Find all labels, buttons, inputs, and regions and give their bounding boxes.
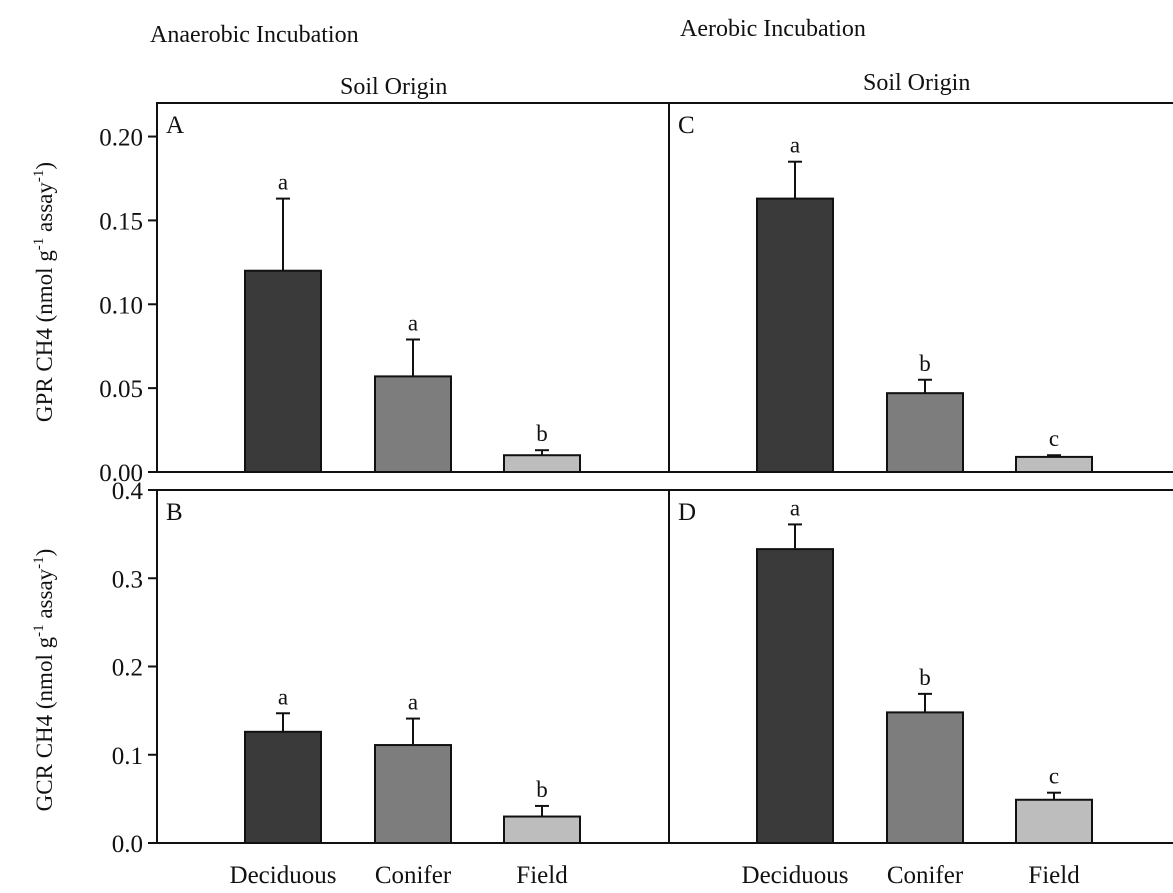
panel-d-xtick-label-deciduous: Deciduous [742, 862, 849, 889]
panel-d-bar-conifer [886, 711, 964, 845]
panel-b-ytick-label: 0.1 [112, 743, 143, 770]
panel-b-ytick-label: 0.4 [112, 478, 144, 505]
panel-a-sig-letter-deciduous: a [278, 170, 288, 195]
panel-c-letter: C [678, 112, 695, 139]
header-anaerobic: Anaerobic Incubation [150, 22, 359, 48]
chart-panels: A 0.00 0.05 0.10 0.15 0.20 a a b Ca b c B 0.0 0.1 0.2 0.… [99, 102, 1173, 889]
panel-c-bar-deciduous [756, 197, 834, 473]
panel-a-bar-deciduous [244, 269, 322, 473]
panel-c-sig-letter-deciduous: a [790, 133, 800, 158]
panel-a-bar-field [503, 454, 581, 473]
panel-a-ytick-label: 0.10 [99, 292, 143, 319]
panel-b-xtick-label-deciduous: Deciduous [230, 862, 337, 889]
y-axis-label-gpr: GPR CH4 (nmol g-1 assay-1) [31, 162, 57, 422]
panel-b-xtick-label-conifer: Conifer [375, 862, 452, 889]
panel-c: Ca b c [668, 102, 1173, 473]
panel-b-bar-deciduous [244, 730, 322, 844]
panel-b-letter: B [166, 499, 183, 526]
panel-d-sig-letter-conifer: b [919, 665, 931, 690]
panel-b-xtick-label-field: Field [516, 862, 568, 889]
header-aerobic: Aerobic Incubation [680, 16, 866, 42]
panel-a-ytick-label: 0.20 [99, 125, 143, 152]
panel-d-xtick-label-conifer: Conifer [887, 862, 964, 889]
panel-a-sig-letter-conifer: a [408, 310, 418, 335]
panel-b-ytick-label: 0.3 [112, 566, 143, 593]
panel-b: B 0.0 0.1 0.2 0.3 0.4 a a b Deciduous Conifer Field [112, 478, 670, 889]
panel-b-sig-letter-deciduous: a [278, 684, 288, 709]
soil-origin-right: Soil Origin [863, 70, 970, 96]
y-axis-label-gcr: GCR CH4 (nmol g-1 assay-1) [31, 549, 57, 812]
panel-a-ytick-label: 0.05 [99, 376, 143, 403]
panel-c-sig-letter-field: c [1049, 426, 1059, 451]
panel-b-bar-conifer [374, 744, 452, 844]
panel-d-xtick-label-field: Field [1028, 862, 1080, 889]
panel-d-sig-letter-field: c [1049, 764, 1059, 789]
panel-a-ytick-label: 0.15 [99, 208, 143, 235]
panel-a: A 0.00 0.05 0.10 0.15 0.20 a a b [99, 102, 670, 487]
panel-b-bar-field [503, 815, 581, 845]
panel-d-sig-letter-deciduous: a [790, 495, 800, 520]
panel-d-bar-deciduous [756, 548, 834, 844]
panel-b-sig-letter-conifer: a [408, 690, 418, 715]
panel-a-bar-conifer [374, 375, 452, 473]
panel-b-sig-letter-field: b [536, 777, 548, 802]
panel-a-sig-letter-field: b [536, 421, 548, 446]
panel-a-letter: A [166, 112, 184, 139]
panel-b-ytick-label: 0.2 [112, 655, 143, 682]
panel-c-bar-conifer [886, 392, 964, 473]
panel-c-bar-field [1015, 455, 1093, 473]
panel-b-ytick-label: 0.0 [112, 831, 143, 858]
panel-d-bar-field [1015, 798, 1093, 845]
panel-a-ytick-label: 0.00 [99, 460, 143, 487]
panel-c-sig-letter-conifer: b [919, 351, 931, 376]
panel-d-letter: D [678, 499, 696, 526]
soil-origin-left: Soil Origin [340, 74, 447, 100]
